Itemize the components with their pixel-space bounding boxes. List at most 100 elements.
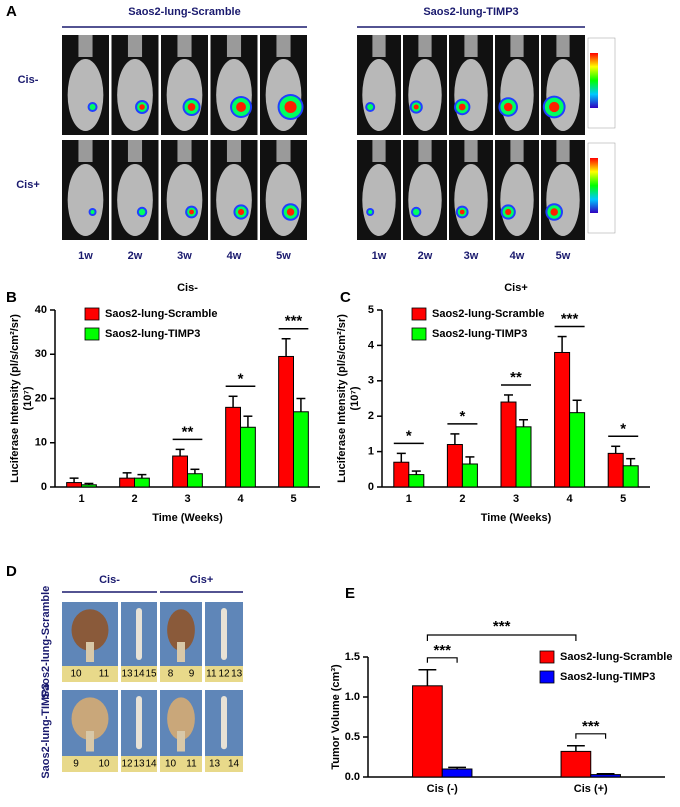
mouse-body: [67, 164, 104, 236]
week-label: 3w: [464, 250, 479, 262]
y-tick-label: 3: [368, 375, 374, 387]
y-axis-unit: (10⁷): [22, 386, 34, 410]
mouse-body: [454, 164, 488, 236]
x-tick-label: 1: [78, 493, 84, 505]
signal: [286, 208, 295, 216]
y-axis-label: Luciferase Intensity (pl/s/cm²/sr): [9, 314, 21, 483]
legend-swatch: [411, 307, 427, 321]
y-axis-label: Luciferase Intensity (pl/s/cm²/sr): [336, 314, 348, 483]
significance-label: ***: [582, 718, 600, 735]
significance-label: **: [182, 423, 194, 440]
mouse-body: [166, 164, 203, 236]
signal: [367, 104, 374, 110]
y-tick-label: 1.0: [345, 691, 360, 703]
legend-swatch: [84, 327, 100, 341]
bar: [81, 484, 97, 488]
legend-swatch: [539, 670, 555, 684]
ruler: [62, 666, 118, 682]
y-tick-label: 40: [35, 304, 47, 316]
signal: [189, 209, 194, 215]
nose-cone: [127, 35, 143, 57]
bar: [461, 463, 478, 488]
mouse-body: [166, 59, 203, 131]
ruler: [121, 756, 157, 772]
x-tick-label: Cis (-): [427, 783, 459, 795]
signal: [89, 104, 96, 110]
significance-label: ***: [285, 313, 303, 330]
ruler-number: 13: [209, 759, 221, 770]
significance-label: *: [459, 408, 465, 425]
bar: [607, 452, 624, 488]
panel-label: B: [6, 289, 17, 306]
mouse-body: [67, 59, 104, 131]
y-tick-label: 1: [368, 446, 374, 458]
x-tick-label: Cis (+): [574, 783, 608, 795]
panel-label: A: [6, 3, 17, 20]
signal: [458, 103, 466, 111]
bone: [136, 696, 142, 750]
x-tick-label: 5: [620, 493, 626, 505]
ruler-number: 12: [121, 759, 133, 770]
nose-cone: [276, 140, 291, 162]
ruler-number: 11: [186, 759, 197, 770]
y-tick-label: 4: [368, 339, 375, 351]
legend-swatch: [411, 327, 427, 341]
nose-cone: [372, 35, 386, 57]
mouse-body: [408, 59, 442, 131]
mouse-body: [265, 164, 302, 236]
y-axis-label: Tumor Volume (cm³): [330, 664, 342, 770]
group-title: Saos2-lung-Scramble: [128, 6, 240, 18]
mouse-body: [362, 59, 396, 131]
week-label: 2w: [128, 250, 143, 262]
bar: [240, 426, 256, 488]
ruler-number: 10: [165, 759, 177, 770]
mouse-body: [216, 164, 252, 236]
nose-cone: [556, 35, 570, 57]
legend-label: Saos2-lung-Scramble: [105, 308, 217, 320]
y-tick-label: 0: [368, 481, 374, 493]
y-tick-label: 2: [368, 410, 374, 422]
mouse-body: [500, 164, 534, 236]
mouse-body: [500, 59, 534, 131]
legend-label: Saos2-lung-Scramble: [560, 651, 672, 663]
panel-label: D: [6, 563, 17, 580]
x-tick-label: 3: [513, 493, 519, 505]
legend-label: Saos2-lung-TIMP3: [432, 328, 527, 340]
ruler-number: 14: [133, 669, 145, 680]
week-label: 4w: [227, 250, 242, 262]
ruler: [160, 666, 202, 682]
bar: [412, 685, 443, 778]
legend-label: Saos2-lung-Scramble: [432, 308, 544, 320]
x-tick-label: 4: [567, 493, 574, 505]
group-title: Saos2-lung-TIMP3: [423, 6, 518, 18]
significance-bracket: [426, 634, 577, 641]
nose-cone: [510, 140, 524, 162]
significance-label: **: [510, 369, 522, 386]
x-axis-label: Time (Weeks): [152, 512, 223, 524]
nose-cone: [372, 140, 386, 162]
bone: [86, 731, 94, 752]
mouse-body: [546, 164, 580, 236]
ruler-number: 15: [145, 669, 157, 680]
bar: [441, 768, 473, 778]
nose-cone: [177, 140, 192, 162]
tumor: [71, 609, 109, 651]
signal: [503, 102, 513, 112]
significance-label: ***: [433, 642, 451, 659]
nose-cone: [177, 35, 192, 57]
ruler-number: 10: [70, 669, 82, 680]
y-tick-label: 0: [41, 481, 47, 493]
ruler-number: 12: [218, 669, 230, 680]
week-label: 2w: [418, 250, 433, 262]
bar: [515, 426, 532, 488]
x-tick-label: 5: [290, 493, 296, 505]
signal: [413, 104, 419, 110]
signal: [90, 210, 95, 214]
y-tick-label: 0.0: [345, 771, 360, 783]
mouse-body: [216, 59, 252, 131]
significance-label: *: [238, 370, 244, 387]
nose-cone: [556, 140, 570, 162]
ruler-number: 13: [121, 669, 133, 680]
y-tick-label: 30: [35, 348, 47, 360]
bar: [293, 411, 309, 488]
